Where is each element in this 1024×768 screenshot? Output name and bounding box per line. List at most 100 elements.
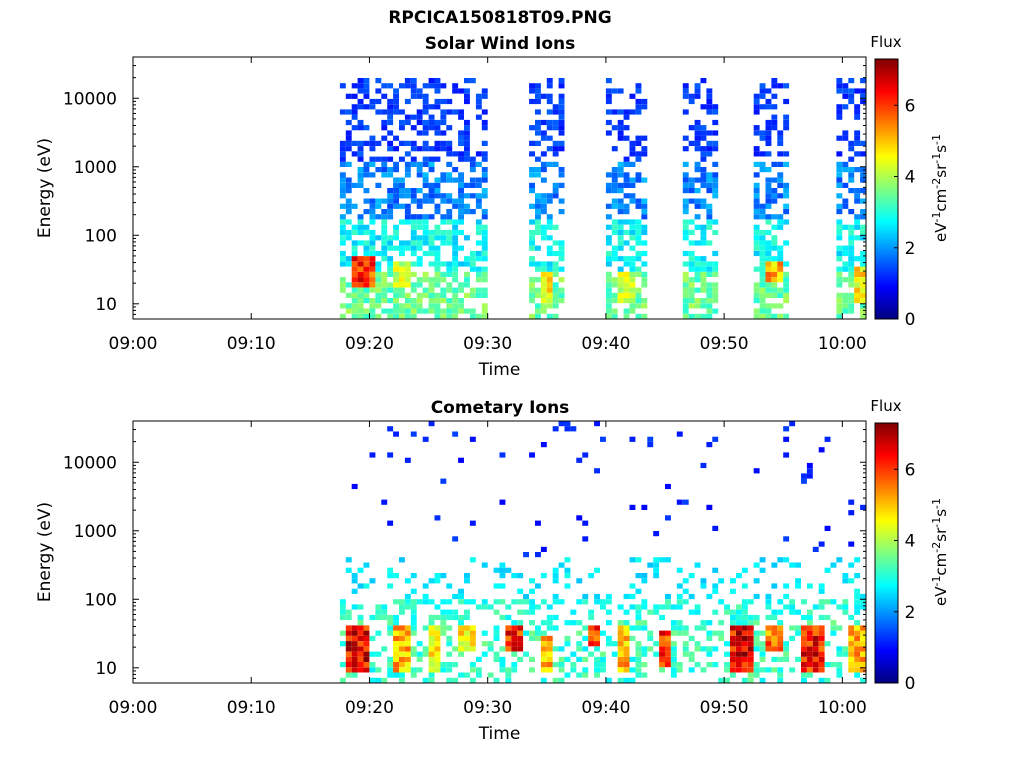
heatmap-cell bbox=[475, 256, 482, 262]
heatmap-cell bbox=[629, 604, 636, 610]
heatmap-cell bbox=[682, 88, 689, 94]
heatmap-cell bbox=[540, 546, 547, 552]
heatmap-cell bbox=[783, 646, 790, 652]
heatmap-cell bbox=[605, 298, 612, 304]
heatmap-cell bbox=[481, 313, 488, 319]
heatmap-cell bbox=[387, 583, 394, 589]
heatmap-cell bbox=[540, 635, 547, 641]
heatmap-cell bbox=[351, 625, 358, 631]
heatmap-cell bbox=[375, 78, 382, 84]
heatmap-cell bbox=[777, 292, 784, 298]
heatmap-cell bbox=[860, 641, 866, 647]
heatmap-cell bbox=[611, 292, 618, 298]
heatmap-cell bbox=[540, 235, 547, 241]
heatmap-cell bbox=[848, 499, 855, 505]
heatmap-cell bbox=[771, 625, 778, 631]
heatmap-cell bbox=[806, 656, 813, 662]
heatmap-cell bbox=[759, 151, 766, 157]
heatmap-cell bbox=[848, 277, 855, 283]
heatmap-cell bbox=[635, 250, 642, 257]
heatmap-cell bbox=[712, 104, 719, 110]
heatmap-cell bbox=[777, 313, 784, 319]
heatmap-cell bbox=[499, 662, 506, 668]
heatmap-cell bbox=[629, 298, 636, 304]
heatmap-cell bbox=[854, 214, 861, 220]
heatmap-cell bbox=[617, 235, 624, 241]
heatmap-cell bbox=[706, 266, 713, 272]
heatmap-cell bbox=[676, 599, 683, 605]
heatmap-cell bbox=[393, 188, 399, 194]
heatmap-cell bbox=[529, 188, 535, 194]
heatmap-cell bbox=[363, 93, 370, 99]
heatmap-cell bbox=[464, 609, 470, 615]
heatmap-cell bbox=[605, 182, 612, 188]
heatmap-cell bbox=[375, 282, 382, 288]
heatmap-cell bbox=[434, 245, 441, 251]
heatmap-cell bbox=[393, 620, 399, 626]
heatmap-cell bbox=[387, 146, 394, 152]
heatmap-cell bbox=[546, 135, 553, 141]
heatmap-cell bbox=[428, 125, 435, 131]
heatmap-cell bbox=[458, 151, 464, 157]
heatmap-cell bbox=[753, 298, 760, 304]
heatmap-cell bbox=[393, 193, 399, 199]
heatmap-cell bbox=[381, 282, 388, 288]
heatmap-cell bbox=[381, 308, 388, 314]
heatmap-cell bbox=[552, 271, 559, 277]
heatmap-cell bbox=[381, 235, 388, 241]
heatmap-cell bbox=[694, 88, 701, 94]
heatmap-cell bbox=[375, 614, 382, 621]
heatmap-cell bbox=[700, 172, 707, 178]
heatmap-cell bbox=[765, 308, 772, 314]
heatmap-cell bbox=[564, 635, 571, 641]
heatmap-cell bbox=[806, 641, 813, 647]
heatmap-cell bbox=[535, 98, 541, 105]
heatmap-cell bbox=[428, 167, 435, 173]
heatmap-cell bbox=[339, 277, 346, 283]
heatmap-cell bbox=[617, 130, 624, 136]
heatmap-cell bbox=[552, 599, 559, 605]
heatmap-cell bbox=[535, 630, 541, 636]
heatmap-cell bbox=[854, 277, 861, 283]
heatmap-cell bbox=[830, 630, 837, 636]
heatmap-cell bbox=[700, 462, 707, 469]
heatmap-cell bbox=[860, 651, 866, 657]
heatmap-cell bbox=[700, 313, 707, 319]
heatmap-cell bbox=[393, 431, 399, 437]
heatmap-cell bbox=[753, 620, 760, 626]
heatmap-cell bbox=[736, 635, 742, 641]
heatmap-cell bbox=[777, 250, 784, 257]
heatmap-cell bbox=[339, 229, 346, 236]
heatmap-cell bbox=[812, 662, 819, 668]
heatmap-cell bbox=[605, 235, 612, 241]
heatmap-cell bbox=[765, 614, 772, 621]
heatmap-cell bbox=[659, 630, 665, 636]
heatmap-cell bbox=[481, 93, 488, 99]
heatmap-cell bbox=[611, 109, 618, 115]
heatmap-cell bbox=[393, 271, 399, 277]
heatmap-cell bbox=[836, 224, 843, 230]
heatmap-cell bbox=[605, 313, 612, 319]
heatmap-cell bbox=[387, 83, 394, 89]
heatmap-cell bbox=[422, 161, 429, 167]
heatmap-cell bbox=[422, 583, 429, 589]
heatmap-cell bbox=[464, 88, 470, 94]
heatmap-cell bbox=[452, 261, 459, 267]
heatmap-cell bbox=[694, 140, 701, 146]
heatmap-cell bbox=[665, 557, 671, 563]
heatmap-cell bbox=[535, 140, 541, 146]
heatmap-cell bbox=[670, 667, 677, 673]
plot-area bbox=[132, 420, 867, 684]
heatmap-cell bbox=[529, 277, 535, 283]
heatmap-cell bbox=[393, 98, 399, 105]
heatmap-cell bbox=[404, 219, 411, 225]
heatmap-cell bbox=[357, 604, 364, 610]
heatmap-cell bbox=[440, 109, 447, 115]
heatmap-cell bbox=[688, 609, 695, 615]
heatmap-cell bbox=[381, 271, 388, 277]
heatmap-cell bbox=[665, 630, 671, 636]
heatmap-cell bbox=[783, 557, 790, 563]
heatmap-cell bbox=[777, 256, 784, 262]
heatmap-cell bbox=[469, 156, 476, 162]
heatmap-cell bbox=[469, 635, 476, 641]
